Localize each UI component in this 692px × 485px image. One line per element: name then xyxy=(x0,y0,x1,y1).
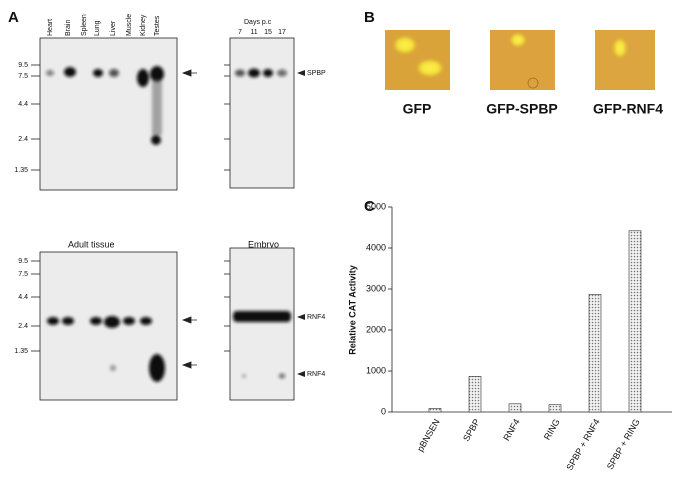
y-tick-label: 1000 xyxy=(366,365,386,375)
y-axis-title: Relative CAT Activity xyxy=(347,265,357,355)
x-tick-label: SPBP + RING xyxy=(605,417,642,471)
bar xyxy=(628,230,642,413)
lane-label: Lung xyxy=(94,20,101,36)
panel-label: A xyxy=(8,9,19,26)
arrow xyxy=(297,70,305,76)
band-label: SPBP xyxy=(307,70,326,77)
x-tick-label: RING xyxy=(542,417,562,441)
lane-label: 7 xyxy=(238,29,242,36)
micrograph xyxy=(595,30,655,90)
lane-label: 17 xyxy=(278,29,286,36)
y-tick-label: 0 xyxy=(381,406,386,416)
lane-label: Heart xyxy=(47,19,54,36)
days-title: Days p.c xyxy=(244,19,272,26)
band-label: RNF4 xyxy=(307,314,325,321)
bar xyxy=(508,403,522,413)
micrograph xyxy=(490,30,555,90)
blot-bands xyxy=(235,68,287,78)
y-tick-label: 5000 xyxy=(366,201,386,211)
bar xyxy=(588,294,602,413)
size-marker: 9.5 xyxy=(18,258,28,265)
y-tick-label: 3000 xyxy=(366,283,386,293)
arrow xyxy=(181,69,197,77)
x-tick-label: RNF4 xyxy=(501,417,521,442)
panel-label: C xyxy=(364,198,375,215)
y-tick-label: 2000 xyxy=(366,324,386,334)
arrow xyxy=(181,361,197,369)
bar xyxy=(468,376,482,413)
lane-label: Testes xyxy=(154,15,161,36)
size-marker: 1.35 xyxy=(14,348,28,355)
lane-label: Spleen xyxy=(81,14,88,36)
blot-bands xyxy=(47,316,165,382)
arrow xyxy=(297,314,305,320)
lane-label: 11 xyxy=(250,29,257,36)
size-marker: 2.4 xyxy=(18,323,28,330)
x-tick-label: pBNSEN xyxy=(415,417,442,453)
arrow xyxy=(297,371,305,377)
size-marker: 1.35 xyxy=(14,167,28,174)
arrow xyxy=(181,316,197,324)
bar xyxy=(428,408,442,413)
size-marker: 4.4 xyxy=(18,294,28,301)
x-tick-label: SPBP + RNF4 xyxy=(564,417,601,472)
size-marker: 7.5 xyxy=(18,271,28,278)
y-tick-label: 4000 xyxy=(366,242,386,252)
lane-label: Liver xyxy=(110,20,117,36)
size-marker: 9.5 xyxy=(18,62,28,69)
lane-label: 15 xyxy=(264,29,272,36)
x-tick-label: SPBP xyxy=(461,417,482,443)
panel-label: B xyxy=(364,9,375,26)
size-marker: 7.5 xyxy=(18,73,28,80)
size-marker: 2.4 xyxy=(18,136,28,143)
section-title: Adult tissue xyxy=(68,239,115,249)
image-label: GFP-RNF4 xyxy=(593,101,663,117)
image-label: GFP-SPBP xyxy=(486,101,558,117)
blot-bands xyxy=(46,66,164,145)
size-marker: 4.4 xyxy=(18,101,28,108)
image-label: GFP xyxy=(403,101,432,117)
micrograph xyxy=(385,30,450,90)
bar xyxy=(548,404,562,413)
lane-label: Muscle xyxy=(126,14,133,36)
blot-bands xyxy=(233,311,291,379)
lane-label: Brain xyxy=(65,20,72,36)
section-title: Embryo xyxy=(248,239,279,249)
band-label: RNF4 xyxy=(307,371,325,378)
blot xyxy=(229,37,295,189)
lane-label: Kidney xyxy=(140,14,147,36)
